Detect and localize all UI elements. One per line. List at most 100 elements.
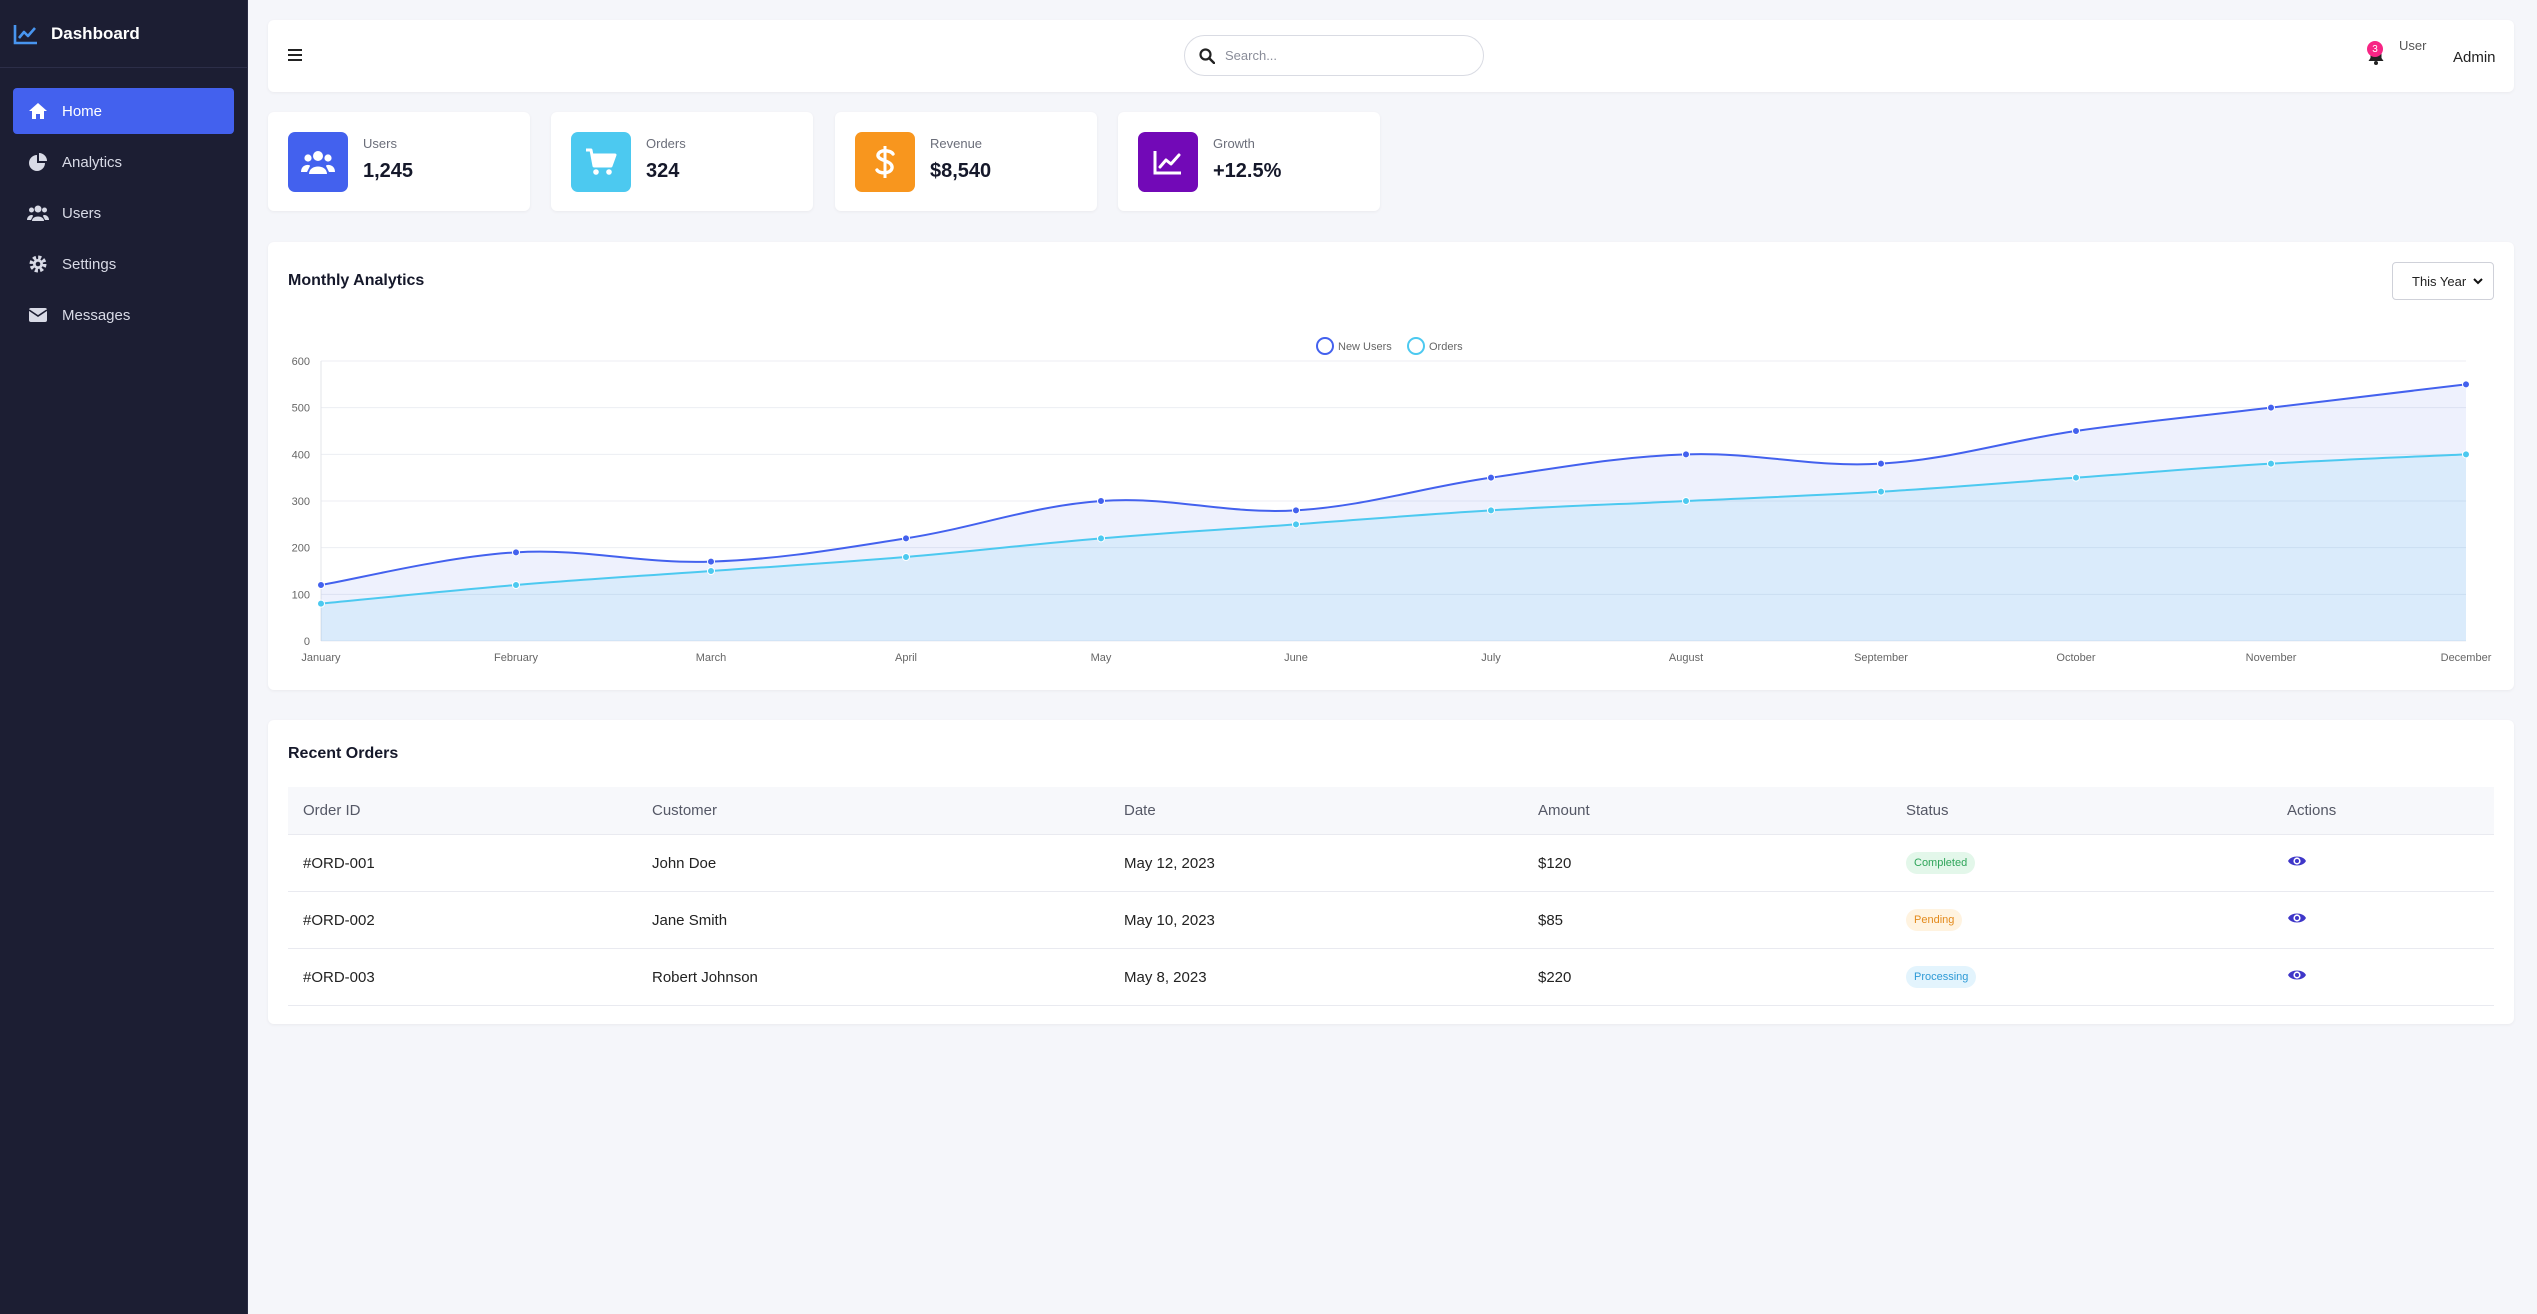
search-box[interactable]	[1184, 35, 1484, 76]
data-point	[2267, 459, 2275, 468]
sidebar-item-settings[interactable]: Settings	[13, 241, 234, 287]
brand[interactable]: Dashboard	[0, 0, 247, 68]
search-icon	[1199, 47, 1215, 64]
data-point	[707, 557, 715, 566]
sidebar-item-users[interactable]: Users	[13, 190, 234, 236]
data-point	[1292, 520, 1300, 529]
sidebar-item-home[interactable]: Home	[13, 88, 234, 134]
order-id: #ORD-001	[303, 854, 375, 872]
y-tick-label: 200	[292, 543, 310, 555]
card-title: Recent Orders	[288, 745, 399, 762]
column-header: Amount	[1538, 802, 1590, 819]
stat-label: Orders	[646, 136, 686, 151]
stat-value: 324	[646, 160, 680, 182]
user-name[interactable]: Admin	[2453, 49, 2496, 66]
order-date: May 8, 2023	[1124, 968, 1207, 986]
data-point	[1682, 497, 1690, 505]
legend-marker	[1407, 337, 1425, 355]
sidebar-item-label: Home	[62, 102, 103, 120]
stat-card-growth: Growth +12.5%	[1118, 112, 1380, 211]
column-header: Customer	[652, 802, 718, 819]
stat-label: Growth	[1213, 136, 1255, 151]
data-point	[902, 534, 910, 543]
series-area	[321, 454, 2466, 641]
card-title: Monthly Analytics	[288, 272, 425, 289]
dollar-icon	[855, 132, 915, 192]
data-point	[902, 553, 910, 561]
x-tick-label: January	[301, 652, 341, 664]
series-line	[320, 383, 2467, 586]
brand-title: Dashboard	[51, 23, 140, 43]
notification-badge: 3	[2367, 41, 2383, 57]
legend-marker	[1316, 337, 1334, 355]
home-icon	[27, 100, 49, 122]
stat-card-orders: Orders 324	[551, 112, 813, 211]
data-point	[2462, 380, 2470, 389]
data-point	[1877, 459, 1885, 468]
view-eye-icon[interactable]	[2287, 968, 2307, 986]
table-row: #ORD-002 Jane Smith May 10, 2023 $85 Pen…	[288, 892, 2494, 949]
order-id: #ORD-002	[303, 911, 375, 929]
sidebar-item-messages[interactable]: Messages	[13, 292, 234, 338]
period-select-value: This Year	[2412, 273, 2467, 289]
column-header: Date	[1124, 802, 1156, 819]
legend-label: New Users	[1338, 341, 1392, 353]
x-tick-label: October	[2056, 652, 2095, 664]
search-input[interactable]	[1225, 48, 1455, 63]
stat-value: 1,245	[363, 160, 414, 182]
sidebar-item-analytics[interactable]: Analytics	[13, 139, 234, 185]
users-icon	[288, 132, 348, 192]
stat-card-revenue: Revenue $8,540	[835, 112, 1097, 211]
order-amount: $120	[1538, 854, 1572, 872]
view-eye-icon[interactable]	[2287, 854, 2307, 872]
y-tick-label: 600	[292, 356, 310, 368]
y-tick-label: 300	[292, 496, 310, 508]
view-eye-icon[interactable]	[2287, 911, 2307, 929]
data-point	[1487, 473, 1495, 482]
recent-orders-card: Recent Orders Order ID Customer Date Amo…	[268, 720, 2514, 1024]
column-header: Order ID	[303, 802, 361, 819]
stat-value: +12.5%	[1213, 160, 1282, 182]
order-id: #ORD-003	[303, 968, 375, 986]
pie-chart-icon	[27, 151, 49, 173]
cart-icon	[571, 132, 631, 192]
sidebar-item-label: Users	[62, 204, 102, 222]
stat-label: Users	[363, 136, 397, 151]
order-date: May 10, 2023	[1124, 911, 1215, 929]
avatar[interactable]: User	[2399, 38, 2427, 53]
orders-table: Order ID Customer Date Amount Status Act…	[288, 787, 2494, 1006]
period-select[interactable]: This Year	[2392, 262, 2494, 300]
data-point	[1487, 506, 1495, 515]
series-line	[320, 453, 2467, 605]
column-header: Actions	[2287, 802, 2337, 819]
stat-value: $8,540	[930, 160, 992, 182]
sidebar-item-label: Messages	[62, 306, 131, 324]
order-date: May 12, 2023	[1124, 854, 1215, 872]
data-point	[2462, 450, 2470, 459]
order-amount: $220	[1538, 968, 1572, 986]
table-row: #ORD-001 John Doe May 12, 2023 $120 Comp…	[288, 835, 2494, 892]
chart-line-icon	[1138, 132, 1198, 192]
sidebar-item-label: Settings	[62, 255, 117, 273]
menu-toggle-button[interactable]	[288, 46, 310, 66]
y-tick-label: 400	[292, 449, 310, 461]
x-tick-label: June	[1284, 652, 1308, 664]
status-badge: Processing	[1906, 966, 1977, 988]
line-chart: 0 100 200 300 400 500 600 January February March A…	[292, 337, 2492, 664]
data-point	[1292, 506, 1300, 515]
data-point	[512, 581, 520, 589]
x-tick-label: March	[696, 652, 727, 664]
sidebar-item-label: Analytics	[62, 153, 123, 171]
customer-name: John Doe	[652, 854, 717, 872]
table-row: #ORD-003 Robert Johnson May 8, 2023 $220…	[288, 949, 2494, 1006]
x-tick-label: December	[2441, 652, 2492, 664]
y-tick-label: 100	[292, 589, 310, 601]
data-point	[707, 567, 715, 575]
x-tick-label: September	[1854, 652, 1908, 664]
x-tick-label: April	[895, 652, 917, 664]
column-header: Status	[1906, 802, 1949, 819]
data-point	[1097, 497, 1105, 505]
legend-label: Orders	[1429, 341, 1463, 353]
stat-card-users: Users 1,245	[268, 112, 530, 211]
data-point	[1682, 450, 1690, 459]
